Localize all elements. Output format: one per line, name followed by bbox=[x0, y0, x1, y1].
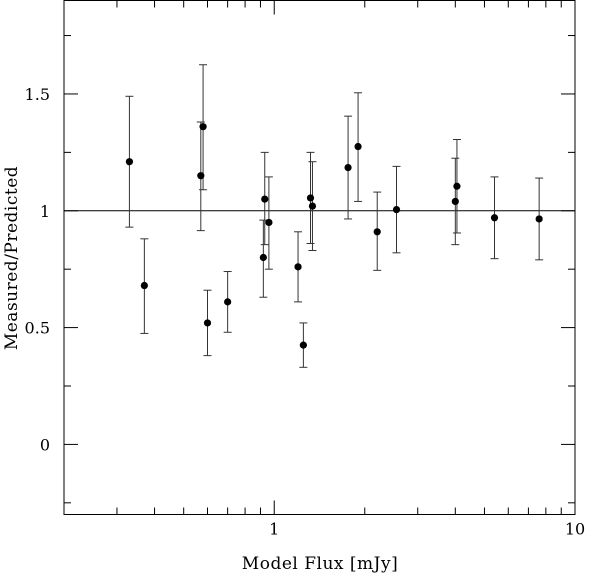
data-point bbox=[490, 214, 499, 222]
data-point bbox=[259, 253, 267, 262]
data-point bbox=[197, 172, 205, 180]
data-point bbox=[392, 206, 401, 214]
data-points bbox=[125, 123, 543, 349]
x-tick-labels: 1 10 bbox=[269, 520, 585, 539]
data-point bbox=[451, 197, 459, 206]
data-point bbox=[224, 298, 232, 306]
data-point bbox=[140, 281, 148, 290]
y-tick-label: 1.5 bbox=[25, 85, 50, 104]
plot-frame bbox=[63, 0, 576, 515]
y-tick-label: 0.5 bbox=[25, 319, 50, 338]
data-point bbox=[265, 218, 273, 227]
data-point bbox=[453, 182, 461, 190]
data-point bbox=[344, 163, 352, 172]
data-point bbox=[125, 158, 134, 166]
data-point bbox=[199, 123, 207, 131]
data-point bbox=[294, 263, 302, 271]
data-point bbox=[261, 195, 269, 203]
x-axis-label: Model Flux [mJy] bbox=[242, 554, 398, 574]
data-point bbox=[306, 194, 315, 202]
data-point bbox=[373, 228, 381, 236]
data-point bbox=[535, 215, 543, 223]
y-tick-label: 0 bbox=[40, 435, 50, 454]
axis-ticks bbox=[63, 0, 576, 515]
y-axis-label: Measured/Predicted bbox=[2, 166, 22, 350]
data-point bbox=[308, 202, 317, 210]
x-tick-label: 10 bbox=[565, 520, 585, 539]
data-point bbox=[299, 341, 307, 349]
x-tick-label: 1 bbox=[269, 520, 279, 539]
data-point bbox=[203, 319, 212, 327]
y-tick-labels: 0 0.5 1 1.5 bbox=[25, 85, 50, 454]
data-point bbox=[354, 142, 362, 151]
y-tick-label: 1 bbox=[40, 202, 50, 221]
error-bars bbox=[125, 64, 544, 368]
